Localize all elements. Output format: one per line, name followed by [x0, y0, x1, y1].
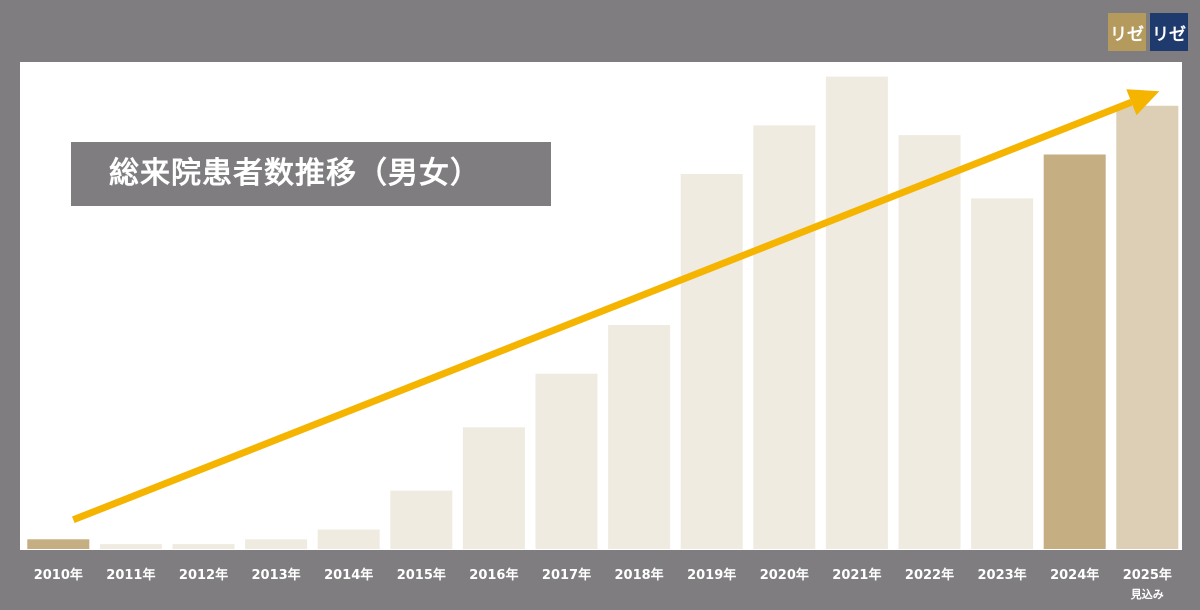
trend-arrow-head — [1126, 89, 1160, 116]
x-tick-label: 2025年 — [1123, 567, 1172, 583]
brand-logo-gold: リゼ — [1108, 13, 1146, 51]
bar-group — [27, 76, 1179, 550]
bar-2024年 — [1043, 154, 1106, 549]
bar-2017年 — [535, 373, 598, 549]
bar-2014年 — [317, 529, 380, 549]
bar-2022年 — [898, 135, 961, 549]
x-tick-label: 2013年 — [252, 567, 301, 583]
bar-2019年 — [680, 174, 743, 549]
x-tick-label: 2017年 — [542, 567, 591, 583]
x-tick-labels: 2010年 2011年 2012年 2013年 2014年 2015年 2016年 2017年… — [34, 567, 1172, 601]
x-tick-label: 2016年 — [469, 567, 518, 583]
x-tick-label: 2014年 — [324, 567, 373, 583]
x-tick-label: 2022年 — [905, 567, 954, 583]
bar-2012年 — [172, 544, 235, 549]
x-tick-sublabel: 見込み — [1130, 587, 1164, 601]
x-tick-label: 2020年 — [760, 567, 809, 583]
x-tick-label: 2021年 — [832, 567, 881, 583]
bar-2021年 — [825, 76, 888, 549]
x-tick-label: 2019年 — [687, 567, 736, 583]
x-tick-label: 2015年 — [397, 567, 446, 583]
bar-2010年 — [27, 539, 90, 549]
trend-arrow — [72, 89, 1160, 524]
x-tick-label: 2011年 — [106, 567, 155, 583]
trend-arrow-shaft — [72, 98, 1133, 524]
x-tick-label: 2010年 — [34, 567, 83, 583]
bar-2023年 — [971, 198, 1034, 549]
x-tick-label: 2018年 — [615, 567, 664, 583]
chart-title: 総来院患者数推移（男女） — [71, 142, 551, 206]
bar-2015年 — [390, 490, 453, 549]
bar-2020年 — [753, 125, 816, 550]
brand-logo-navy: リゼ — [1150, 13, 1188, 51]
bar-2016年 — [462, 427, 525, 550]
bar-2013年 — [245, 539, 308, 549]
bar-shade-2025年 — [1116, 105, 1179, 550]
x-tick-label: 2023年 — [978, 567, 1027, 583]
x-tick-label: 2012年 — [179, 567, 228, 583]
bar-2011年 — [99, 544, 162, 549]
bar-2025年 — [1116, 105, 1179, 550]
bar-2018年 — [608, 325, 671, 549]
x-tick-label: 2024年 — [1050, 567, 1099, 583]
